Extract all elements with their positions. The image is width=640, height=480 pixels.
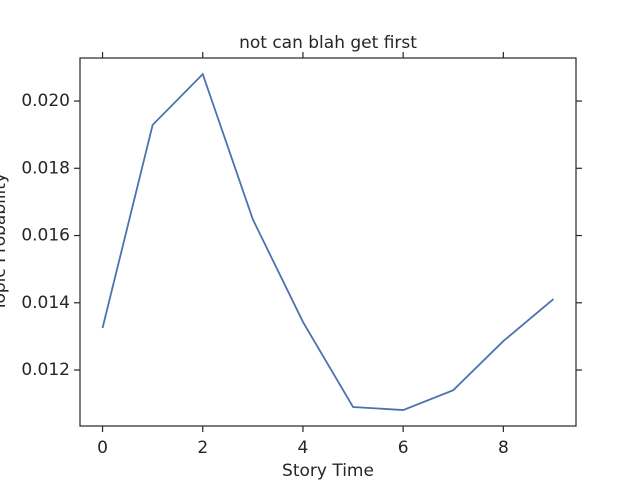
x-tick-label: 8 <box>498 438 509 458</box>
y-tick-label: 0.016 <box>21 226 70 246</box>
x-tick-label: 0 <box>97 438 108 458</box>
y-tick-label: 0.020 <box>21 91 70 111</box>
y-tick-label: 0.012 <box>21 360 70 380</box>
plot-frame <box>79 57 577 427</box>
y-tick-label: 0.018 <box>21 158 70 178</box>
chart-title: not can blah get first <box>239 33 417 53</box>
x-tick-label: 2 <box>197 438 208 458</box>
x-tick-label: 6 <box>398 438 409 458</box>
line-series <box>101 72 555 411</box>
x-axis-label: Story Time <box>282 461 374 480</box>
y-tick-label: 0.014 <box>21 293 70 313</box>
y-axis-label: Topic Probability <box>0 173 10 312</box>
x-tick-label: 4 <box>298 438 309 458</box>
